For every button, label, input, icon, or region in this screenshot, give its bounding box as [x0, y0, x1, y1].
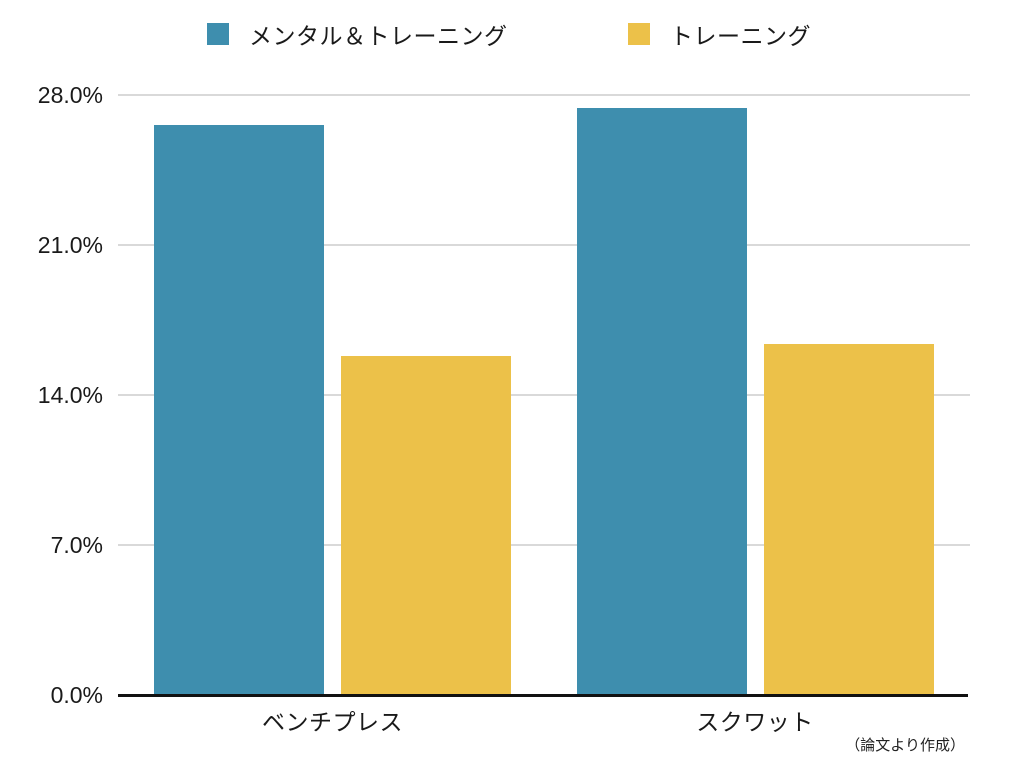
legend-swatch: [628, 23, 650, 45]
legend-item: メンタル＆トレーニング: [207, 17, 508, 51]
bar-training-1: [763, 343, 934, 695]
gridline: [118, 544, 970, 546]
legend-swatch: [207, 23, 229, 45]
legend-label: メンタル＆トレーニング: [249, 23, 508, 49]
bar-training-0: [341, 356, 511, 695]
gridline: [118, 94, 970, 96]
y-axis-tick-label: 0.0%: [50, 682, 103, 708]
gridline: [118, 244, 970, 246]
y-axis-tick-label: 14.0%: [37, 382, 103, 408]
gridline: [118, 394, 970, 396]
x-axis-category-label: スクワット: [696, 709, 814, 735]
legend-label: トレーニング: [670, 23, 811, 49]
bar-mental-training-1: [576, 107, 747, 695]
source-annotation: （論文より作成）: [845, 737, 965, 754]
y-axis-tick-label: 28.0%: [37, 82, 103, 108]
y-axis-tick-label: 7.0%: [50, 532, 103, 558]
bar-mental-training-0: [154, 125, 324, 695]
x-axis-line: [118, 694, 968, 697]
y-axis-tick-label: 21.0%: [37, 232, 103, 258]
legend-item: トレーニング: [628, 17, 811, 51]
x-axis-category-label: ベンチプレス: [262, 709, 403, 735]
chart-legend: メンタル＆トレーニング トレーニング: [0, 0, 1024, 56]
